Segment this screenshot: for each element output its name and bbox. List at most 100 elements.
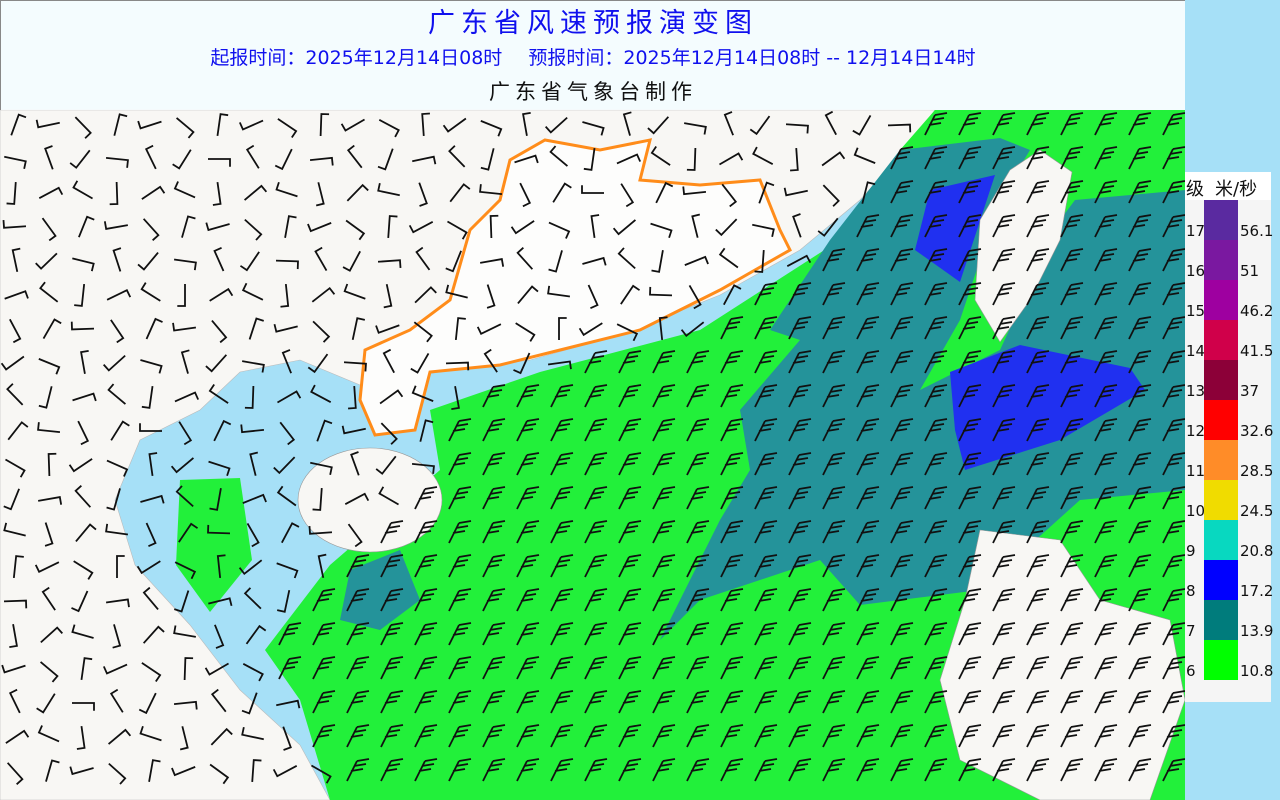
wind-barbs: [0, 110, 1186, 785]
wind-barb: [343, 361, 367, 372]
wind-barb: [340, 118, 365, 132]
wind-barb: [137, 251, 159, 271]
wind-barb: [856, 724, 880, 748]
wind-barb: [312, 588, 336, 612]
wind-barb: [311, 764, 332, 784]
wind-barb: [516, 758, 540, 782]
wind-barb: [312, 656, 336, 680]
wind-barb: [382, 348, 395, 374]
wind-barb: [174, 561, 197, 580]
wind-barb: [241, 282, 264, 301]
wind-barb: [315, 182, 325, 207]
wind-barb: [1026, 180, 1050, 204]
wind-barb: [584, 588, 608, 612]
wind-barb: [822, 486, 846, 510]
wind-barb: [2, 220, 27, 229]
wind-barb: [280, 283, 290, 308]
wind-barb: [70, 321, 95, 331]
wind-barb: [558, 317, 567, 340]
legend-speed: 28.5: [1240, 462, 1274, 480]
wind-barb: [783, 187, 808, 197]
wind-barb: [958, 758, 982, 782]
wind-barb: [106, 459, 129, 477]
wind-barb: [137, 120, 162, 130]
wind-barb: [316, 419, 333, 442]
wind-barb: [110, 319, 125, 344]
wind-barb: [448, 520, 472, 544]
wind-barb: [1026, 146, 1050, 170]
wind-barb: [41, 586, 56, 611]
wind-barb: [924, 418, 948, 442]
hainan-island: [297, 447, 443, 553]
legend-swatch: [1204, 440, 1238, 480]
wind-barb: [513, 352, 531, 375]
wind-barb: [649, 286, 673, 297]
wind-barb: [383, 284, 393, 309]
wind-barb: [578, 322, 603, 337]
wind-barb: [550, 486, 574, 510]
wind-barb: [140, 494, 165, 504]
wind-barb: [1060, 248, 1084, 272]
wind-barb: [720, 690, 744, 714]
wind-barb: [276, 699, 301, 709]
wind-barb: [754, 554, 778, 578]
wind-barb: [1162, 690, 1186, 714]
wind-barb: [342, 250, 361, 272]
wind-barb: [720, 418, 744, 442]
wind-barb: [890, 384, 914, 408]
wind-barb: [208, 597, 233, 607]
wind-barb: [1094, 690, 1118, 714]
wind-barb: [102, 663, 128, 675]
wind-barb: [350, 451, 360, 476]
wind-barb: [510, 220, 535, 235]
wind-barb: [550, 690, 574, 714]
wind-barb: [144, 144, 157, 170]
wind-barb: [584, 724, 608, 748]
wind-barb: [1094, 554, 1118, 578]
wind-barb: [239, 251, 260, 272]
wind-barb: [380, 656, 404, 680]
wind-barb: [1, 664, 26, 674]
wind-barb: [380, 724, 404, 748]
wind-barb: [890, 554, 914, 578]
wind-barb: [69, 766, 94, 776]
wind-barb: [173, 700, 198, 710]
wind-barb: [74, 116, 92, 139]
wind-barb: [3, 599, 28, 609]
wind-barb: [172, 149, 192, 170]
wind-barb: [1026, 452, 1050, 476]
wind-barb: [113, 113, 128, 136]
wind-barb: [582, 256, 607, 266]
wind-barb: [584, 350, 608, 374]
wind-barb: [691, 213, 701, 238]
wind-barb: [958, 452, 982, 476]
wind-barb: [516, 656, 540, 680]
wind-barb: [281, 522, 300, 544]
wind-barb: [754, 622, 778, 646]
wind-barb: [412, 155, 437, 165]
wind-barb: [684, 255, 709, 266]
wind-barb: [1128, 282, 1152, 306]
wind-barb: [341, 425, 366, 435]
wind-barb: [1060, 452, 1084, 476]
legend-level: 11: [1186, 462, 1206, 480]
wind-barb: [992, 554, 1016, 578]
wind-barb: [720, 350, 744, 374]
wind-barb: [1128, 554, 1152, 578]
wind-barb: [618, 554, 642, 578]
wind-barb: [9, 318, 22, 344]
wind-barb: [141, 185, 166, 200]
wind-barb: [1162, 758, 1186, 782]
wind-barb: [109, 181, 119, 206]
wind-barb: [686, 418, 710, 442]
wind-barb: [276, 590, 291, 613]
wind-barb: [548, 221, 571, 239]
wind-barb: [38, 186, 64, 199]
wind-barb: [209, 763, 230, 785]
wind-barb: [9, 624, 18, 649]
wind-barb: [686, 724, 710, 748]
wind-barb: [346, 554, 370, 578]
wind-barb: [348, 385, 357, 410]
wind-barb: [754, 316, 778, 340]
wind-barb: [142, 586, 159, 611]
